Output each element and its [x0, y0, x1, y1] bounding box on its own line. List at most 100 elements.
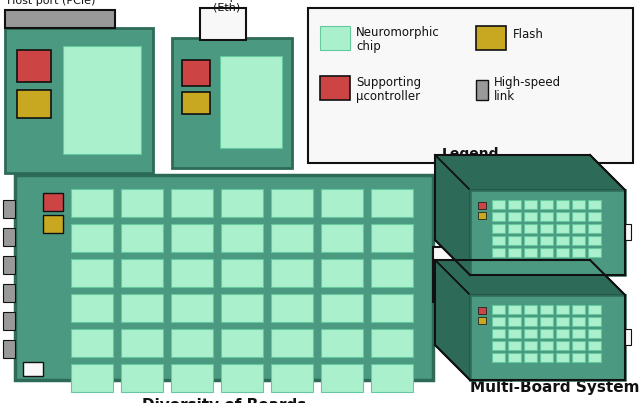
Bar	[321, 329, 363, 357]
Bar	[540, 341, 553, 350]
Bar	[121, 364, 163, 392]
Bar	[478, 212, 486, 219]
Bar	[572, 317, 585, 326]
Bar	[524, 329, 537, 338]
Bar	[588, 317, 601, 326]
Text: link: link	[494, 90, 515, 103]
Bar	[3, 256, 15, 274]
Bar	[540, 305, 553, 314]
Bar	[588, 200, 601, 209]
Bar	[71, 259, 113, 287]
Bar	[171, 259, 213, 287]
Bar	[540, 329, 553, 338]
Bar	[3, 284, 15, 302]
Bar	[524, 353, 537, 362]
Bar	[456, 281, 611, 366]
Bar	[540, 200, 553, 209]
Bar	[625, 329, 631, 345]
Text: Host port: Host port	[201, 0, 253, 2]
Bar	[121, 259, 163, 287]
Bar	[3, 340, 15, 358]
Bar	[508, 317, 521, 326]
Bar	[371, 329, 413, 357]
Bar	[588, 341, 601, 350]
Bar	[121, 294, 163, 322]
Bar	[572, 341, 585, 350]
Bar	[524, 248, 537, 257]
Bar	[321, 224, 363, 252]
Polygon shape	[435, 155, 470, 275]
Bar	[524, 317, 537, 326]
Bar	[17, 50, 51, 82]
Polygon shape	[435, 260, 625, 295]
Bar	[540, 224, 553, 233]
Bar	[71, 189, 113, 217]
Text: Diversity of Boards: Diversity of Boards	[142, 398, 306, 403]
Bar	[171, 224, 213, 252]
Bar	[572, 224, 585, 233]
Bar	[572, 329, 585, 338]
Text: port: port	[457, 271, 481, 284]
Polygon shape	[435, 155, 625, 190]
Bar	[508, 236, 521, 245]
Bar	[508, 353, 521, 362]
Bar	[508, 341, 521, 350]
Bar	[15, 175, 433, 380]
Bar	[321, 189, 363, 217]
Bar	[308, 8, 633, 163]
Bar	[271, 259, 313, 287]
Bar	[456, 176, 611, 261]
Bar	[588, 224, 601, 233]
Bar	[540, 248, 553, 257]
Bar	[470, 190, 625, 275]
Bar	[172, 38, 292, 168]
Bar	[71, 294, 113, 322]
Bar	[17, 90, 51, 118]
Text: Flash: Flash	[513, 27, 544, 40]
Bar	[492, 200, 505, 209]
Bar	[492, 341, 505, 350]
Bar	[271, 364, 313, 392]
Bar	[321, 364, 363, 392]
Bar	[492, 212, 505, 221]
Bar	[220, 56, 282, 148]
Bar	[320, 26, 350, 50]
Bar	[221, 294, 263, 322]
Bar	[371, 224, 413, 252]
Bar	[540, 317, 553, 326]
Bar	[221, 189, 263, 217]
Bar	[182, 60, 210, 86]
Text: chip: chip	[356, 40, 381, 53]
Bar	[449, 169, 604, 254]
Bar	[3, 312, 15, 330]
Bar	[524, 200, 537, 209]
Bar	[171, 189, 213, 217]
Bar	[556, 200, 569, 209]
Text: Multi-Board System: Multi-Board System	[470, 380, 640, 395]
Bar	[588, 353, 601, 362]
Bar	[556, 224, 569, 233]
Bar	[463, 288, 618, 373]
Bar	[435, 260, 590, 345]
Bar	[271, 189, 313, 217]
Bar	[572, 305, 585, 314]
Bar	[121, 329, 163, 357]
Text: μcontroller: μcontroller	[356, 90, 420, 103]
Bar	[588, 305, 601, 314]
Bar	[492, 248, 505, 257]
Bar	[320, 76, 350, 100]
Bar	[463, 183, 618, 268]
Bar	[572, 212, 585, 221]
Bar	[182, 92, 210, 114]
Bar	[524, 224, 537, 233]
Text: Supporting: Supporting	[356, 76, 421, 89]
Bar	[556, 329, 569, 338]
Bar	[221, 224, 263, 252]
Bar	[556, 317, 569, 326]
Bar	[588, 248, 601, 257]
Text: Host port (PCIe): Host port (PCIe)	[7, 0, 95, 6]
Bar	[200, 8, 246, 40]
Bar	[508, 305, 521, 314]
Bar	[43, 193, 63, 211]
Bar	[588, 329, 601, 338]
